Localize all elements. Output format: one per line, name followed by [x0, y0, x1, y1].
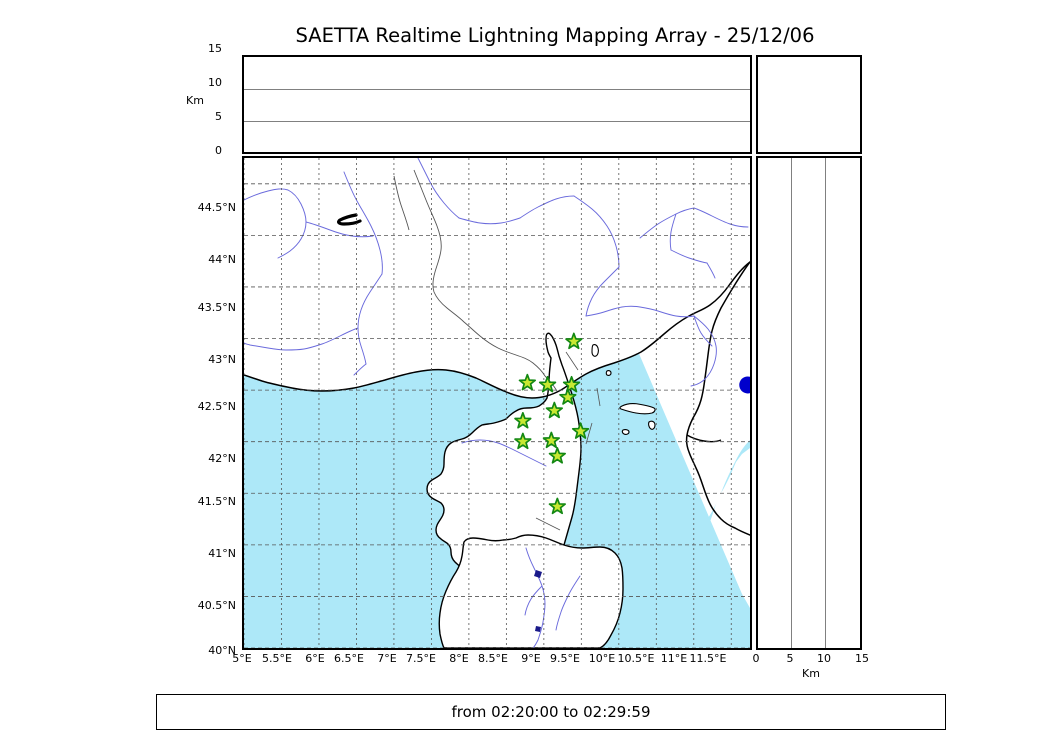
range-tick-0: 0 [752, 652, 760, 665]
altitude-tick-15: 15 [208, 42, 222, 55]
annotation-line-mid [596, 387, 601, 407]
range-tick-15: 15 [855, 652, 869, 665]
lon-tick-9: 9°E [521, 652, 541, 665]
station-marker-station-06[interactable] [545, 401, 563, 419]
island-montecristo [648, 420, 656, 430]
lat-tick-44: 44°N [208, 253, 236, 266]
marker-blue-dot[interactable] [739, 376, 750, 394]
lon-tick-7: 7°E [377, 652, 397, 665]
station-marker-station-11[interactable] [548, 447, 566, 464]
lon-tick-8-5: 8.5°E [478, 652, 508, 665]
lon-tick-10: 10°E [588, 652, 616, 665]
annotation-line-strait [535, 517, 561, 531]
lon-tick-5: 5°E [232, 652, 252, 665]
lake-sardinia-south [535, 626, 541, 632]
station-markers[interactable] [514, 332, 590, 515]
island-capraia [591, 344, 599, 357]
station-marker-station-09[interactable] [514, 432, 532, 450]
lat-tick-42: 42°N [208, 452, 236, 465]
range-tick-10: 10 [817, 652, 831, 665]
coastline-italy-bump [686, 434, 722, 443]
lat-tick-43: 43°N [208, 353, 236, 366]
event-markers[interactable] [739, 376, 750, 394]
lat-tick-44-5: 44.5°N [197, 201, 236, 214]
station-marker-station-10[interactable] [542, 431, 560, 449]
station-marker-station-08[interactable] [571, 422, 590, 439]
grid-longitude [244, 158, 732, 648]
range-gridline-5 [791, 158, 793, 648]
lon-tick-8: 8°E [449, 652, 469, 665]
annotation-line-north [565, 351, 579, 371]
map-panel[interactable] [242, 156, 752, 650]
page-title: SAETTA Realtime Lightning Mapping Array … [295, 24, 815, 47]
rivers [244, 158, 749, 648]
map-viewport [244, 158, 750, 648]
lon-tick-5-5: 5.5°E [262, 652, 292, 665]
station-marker-station-02[interactable] [518, 373, 537, 391]
lake-mainland [337, 213, 362, 226]
grid-latitude [244, 183, 750, 648]
lon-tick-10-5: 10.5°E [617, 652, 655, 665]
coastline-italy-west [685, 261, 750, 536]
island-pianosa [621, 429, 630, 435]
island-gorgona [605, 370, 612, 376]
altitude-range-panel[interactable] [756, 55, 862, 154]
lon-tick-7-5: 7.5°E [406, 652, 436, 665]
station-marker-station-05[interactable] [559, 388, 577, 405]
lat-tick-41-5: 41.5°N [197, 495, 236, 508]
lake-sardinia-north [534, 570, 542, 578]
range-axis-label: Km [802, 667, 820, 680]
island-elba [619, 403, 656, 415]
time-range-statusbar[interactable]: from 02:20:00 to 02:29:59 [156, 694, 946, 730]
lat-tick-41: 41°N [208, 547, 236, 560]
lon-tick-11: 11°E [660, 652, 688, 665]
range-tick-5: 5 [786, 652, 794, 665]
altitude-gridline-5 [244, 121, 750, 123]
lon-tick-9-5: 9.5°E [550, 652, 580, 665]
lat-tick-42-5: 42.5°N [197, 400, 236, 413]
station-marker-station-12[interactable] [548, 497, 566, 515]
altitude-tick-10: 10 [208, 76, 222, 89]
time-range-text: from 02:20:00 to 02:29:59 [451, 703, 651, 721]
lat-tick-43-5: 43.5°N [197, 301, 236, 314]
island-sardinia [438, 534, 624, 648]
annotation-line-west [585, 422, 593, 445]
altitude-tick-5: 5 [215, 110, 222, 123]
station-marker-station-03[interactable] [538, 375, 557, 393]
altitude-axis-label: Km [186, 94, 204, 107]
range-altitude-panel[interactable] [756, 156, 862, 650]
coastline-mainland [244, 261, 750, 399]
lon-tick-6-5: 6.5°E [334, 652, 364, 665]
map-graphic [244, 158, 750, 648]
altitude-gridline-10 [244, 88, 750, 90]
lon-tick-11-5: 11.5°E [689, 652, 727, 665]
range-gridline-10 [825, 158, 827, 648]
station-marker-station-07[interactable] [514, 412, 532, 429]
lat-tick-40: 40°N [208, 644, 236, 657]
landmass-group [244, 158, 750, 398]
altitude-tick-0: 0 [215, 144, 222, 157]
lon-tick-6: 6°E [305, 652, 325, 665]
lat-tick-40-5: 40.5°N [197, 599, 236, 612]
station-marker-station-01[interactable] [565, 332, 583, 350]
station-marker-station-04[interactable] [562, 375, 581, 393]
altitude-time-panel[interactable] [242, 55, 752, 154]
land-north-mainland [244, 158, 750, 398]
